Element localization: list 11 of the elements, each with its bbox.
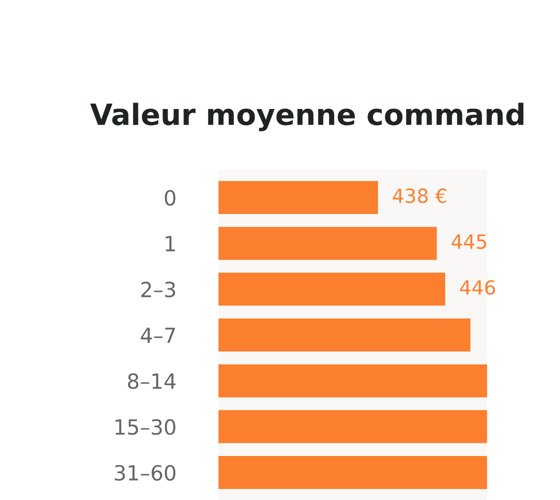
chart-title: Valeur moyenne command <box>90 102 524 132</box>
data-label: 446 <box>460 280 495 295</box>
y-tick-label: 4–7 <box>140 328 175 343</box>
y-tick-label: 0 <box>164 190 176 206</box>
y-tick-label: 8–14 <box>128 373 176 390</box>
data-label: 445 <box>452 234 486 249</box>
y-tick-label: 31–60 <box>114 464 176 481</box>
y-tick-label: 2–3 <box>141 282 176 298</box>
y-tick-label: 15–30 <box>116 419 176 435</box>
y-tick-label: 1 <box>166 236 175 252</box>
data-label: 438 € <box>392 188 446 204</box>
